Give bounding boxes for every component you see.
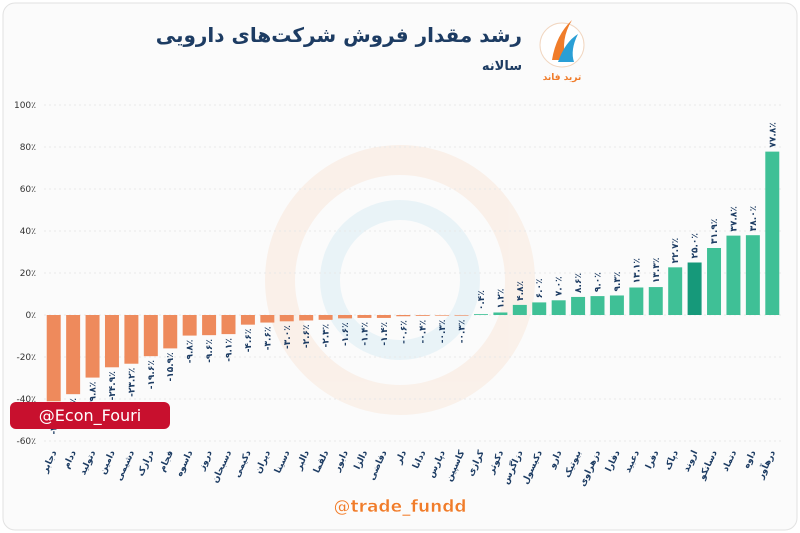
value-label: ۹.۳٪ <box>613 272 623 292</box>
bar <box>571 296 586 315</box>
value-label: ۳۸.۰٪ <box>749 206 759 231</box>
value-label: -۳.۰٪ <box>283 325 293 349</box>
logo <box>539 20 585 68</box>
value-label: -۰.۴٪ <box>419 320 429 344</box>
footer: @trade_fundd <box>333 497 466 517</box>
value-label: -۹.۶٪ <box>205 339 215 363</box>
y-tick-label: 20٪ <box>20 269 36 279</box>
value-label: ۳۱.۹٪ <box>710 219 720 244</box>
value-label: -۹.۱٪ <box>225 338 235 362</box>
y-tick-label: -20٪ <box>16 353 36 363</box>
value-label: -۴.۶٪ <box>244 329 254 353</box>
bar <box>707 248 722 315</box>
watermark-badge <box>10 402 170 429</box>
bar <box>124 315 139 364</box>
bar <box>279 315 294 322</box>
bar <box>260 315 275 323</box>
value-label: -۲۴.۹٪ <box>108 371 118 400</box>
chart-title: رشد مقدار فروش شرکت‌های دارویی <box>156 23 522 47</box>
value-label: -۱۵.۹٪ <box>166 352 176 381</box>
value-label: ۱.۲٪ <box>496 289 506 309</box>
value-label: -۲۹.۸٪ <box>89 382 99 411</box>
bar <box>376 315 391 318</box>
bar <box>143 315 158 357</box>
bar <box>240 315 255 325</box>
bar <box>66 315 81 395</box>
chart-subtitle: سالانه <box>482 59 522 74</box>
bar <box>765 151 780 315</box>
bar <box>435 315 450 316</box>
bar <box>338 315 353 319</box>
value-label: ۷.۰٪ <box>555 276 565 296</box>
y-tick-label: 100٪ <box>14 101 36 111</box>
value-label: ۶.۰٪ <box>535 278 545 298</box>
bar <box>46 315 61 402</box>
value-label: ۴.۸٪ <box>516 281 526 301</box>
bar <box>85 315 100 378</box>
bar <box>415 315 430 316</box>
bar <box>668 267 683 315</box>
value-label: -۱.۴٪ <box>360 322 370 346</box>
value-label: -۱۹.۶٪ <box>147 360 157 389</box>
value-label: ۸.۶٪ <box>574 273 584 293</box>
bar <box>357 315 372 318</box>
bar <box>590 296 605 315</box>
bar <box>648 287 663 315</box>
bar <box>163 315 178 349</box>
y-tick-label: -40٪ <box>16 395 36 405</box>
bar <box>104 315 119 368</box>
value-label: ۹.۰٪ <box>594 272 604 292</box>
value-label: -۳.۶٪ <box>263 327 273 351</box>
y-tick-label: -60٪ <box>16 437 36 447</box>
bar <box>512 304 527 315</box>
bar <box>609 295 624 315</box>
bar <box>396 315 411 317</box>
value-label: ۲۲.۷٪ <box>671 238 681 263</box>
bar <box>454 315 469 316</box>
value-label: ۱۳.۳٪ <box>652 258 662 283</box>
y-tick-label: 60٪ <box>20 185 36 195</box>
y-tick-label: 40٪ <box>20 227 36 237</box>
value-label: -۹.۸٪ <box>186 340 196 364</box>
bar <box>687 262 702 315</box>
value-label: -۰.۶٪ <box>399 320 409 344</box>
bar <box>726 235 741 315</box>
value-label: ۷۷.۸٪ <box>768 122 778 147</box>
value-label: ۱۳.۱٪ <box>632 258 642 283</box>
bar <box>182 315 197 336</box>
value-label: -۱.۴٪ <box>380 322 390 346</box>
bar <box>473 314 488 315</box>
value-label: ۳۷.۸٪ <box>729 206 739 231</box>
bar <box>532 302 547 315</box>
bar <box>745 235 760 315</box>
value-label: -۱.۶٪ <box>341 322 351 346</box>
bar <box>629 287 644 315</box>
bar <box>202 315 217 336</box>
watermark: @Econ_Fouri <box>39 406 141 426</box>
value-label: -۲.۳٪ <box>322 324 332 348</box>
value-label: ۲۵.۰٪ <box>691 233 701 258</box>
bar <box>221 315 236 335</box>
value-label: -۰.۳٪ <box>458 320 468 344</box>
y-tick-label: 80٪ <box>20 143 36 153</box>
background-logo <box>265 145 535 415</box>
logo-text: ترید فاند <box>543 73 582 83</box>
bar <box>299 315 314 321</box>
value-label: -۲۳.۲٪ <box>127 368 137 397</box>
bar <box>551 300 566 315</box>
value-label: -۰.۳٪ <box>438 320 448 344</box>
y-tick-label: 0٪ <box>25 311 36 321</box>
bar <box>318 315 333 320</box>
bar <box>493 312 508 315</box>
value-label: ۰.۴٪ <box>477 290 487 310</box>
value-label: -۲.۶٪ <box>302 324 312 348</box>
